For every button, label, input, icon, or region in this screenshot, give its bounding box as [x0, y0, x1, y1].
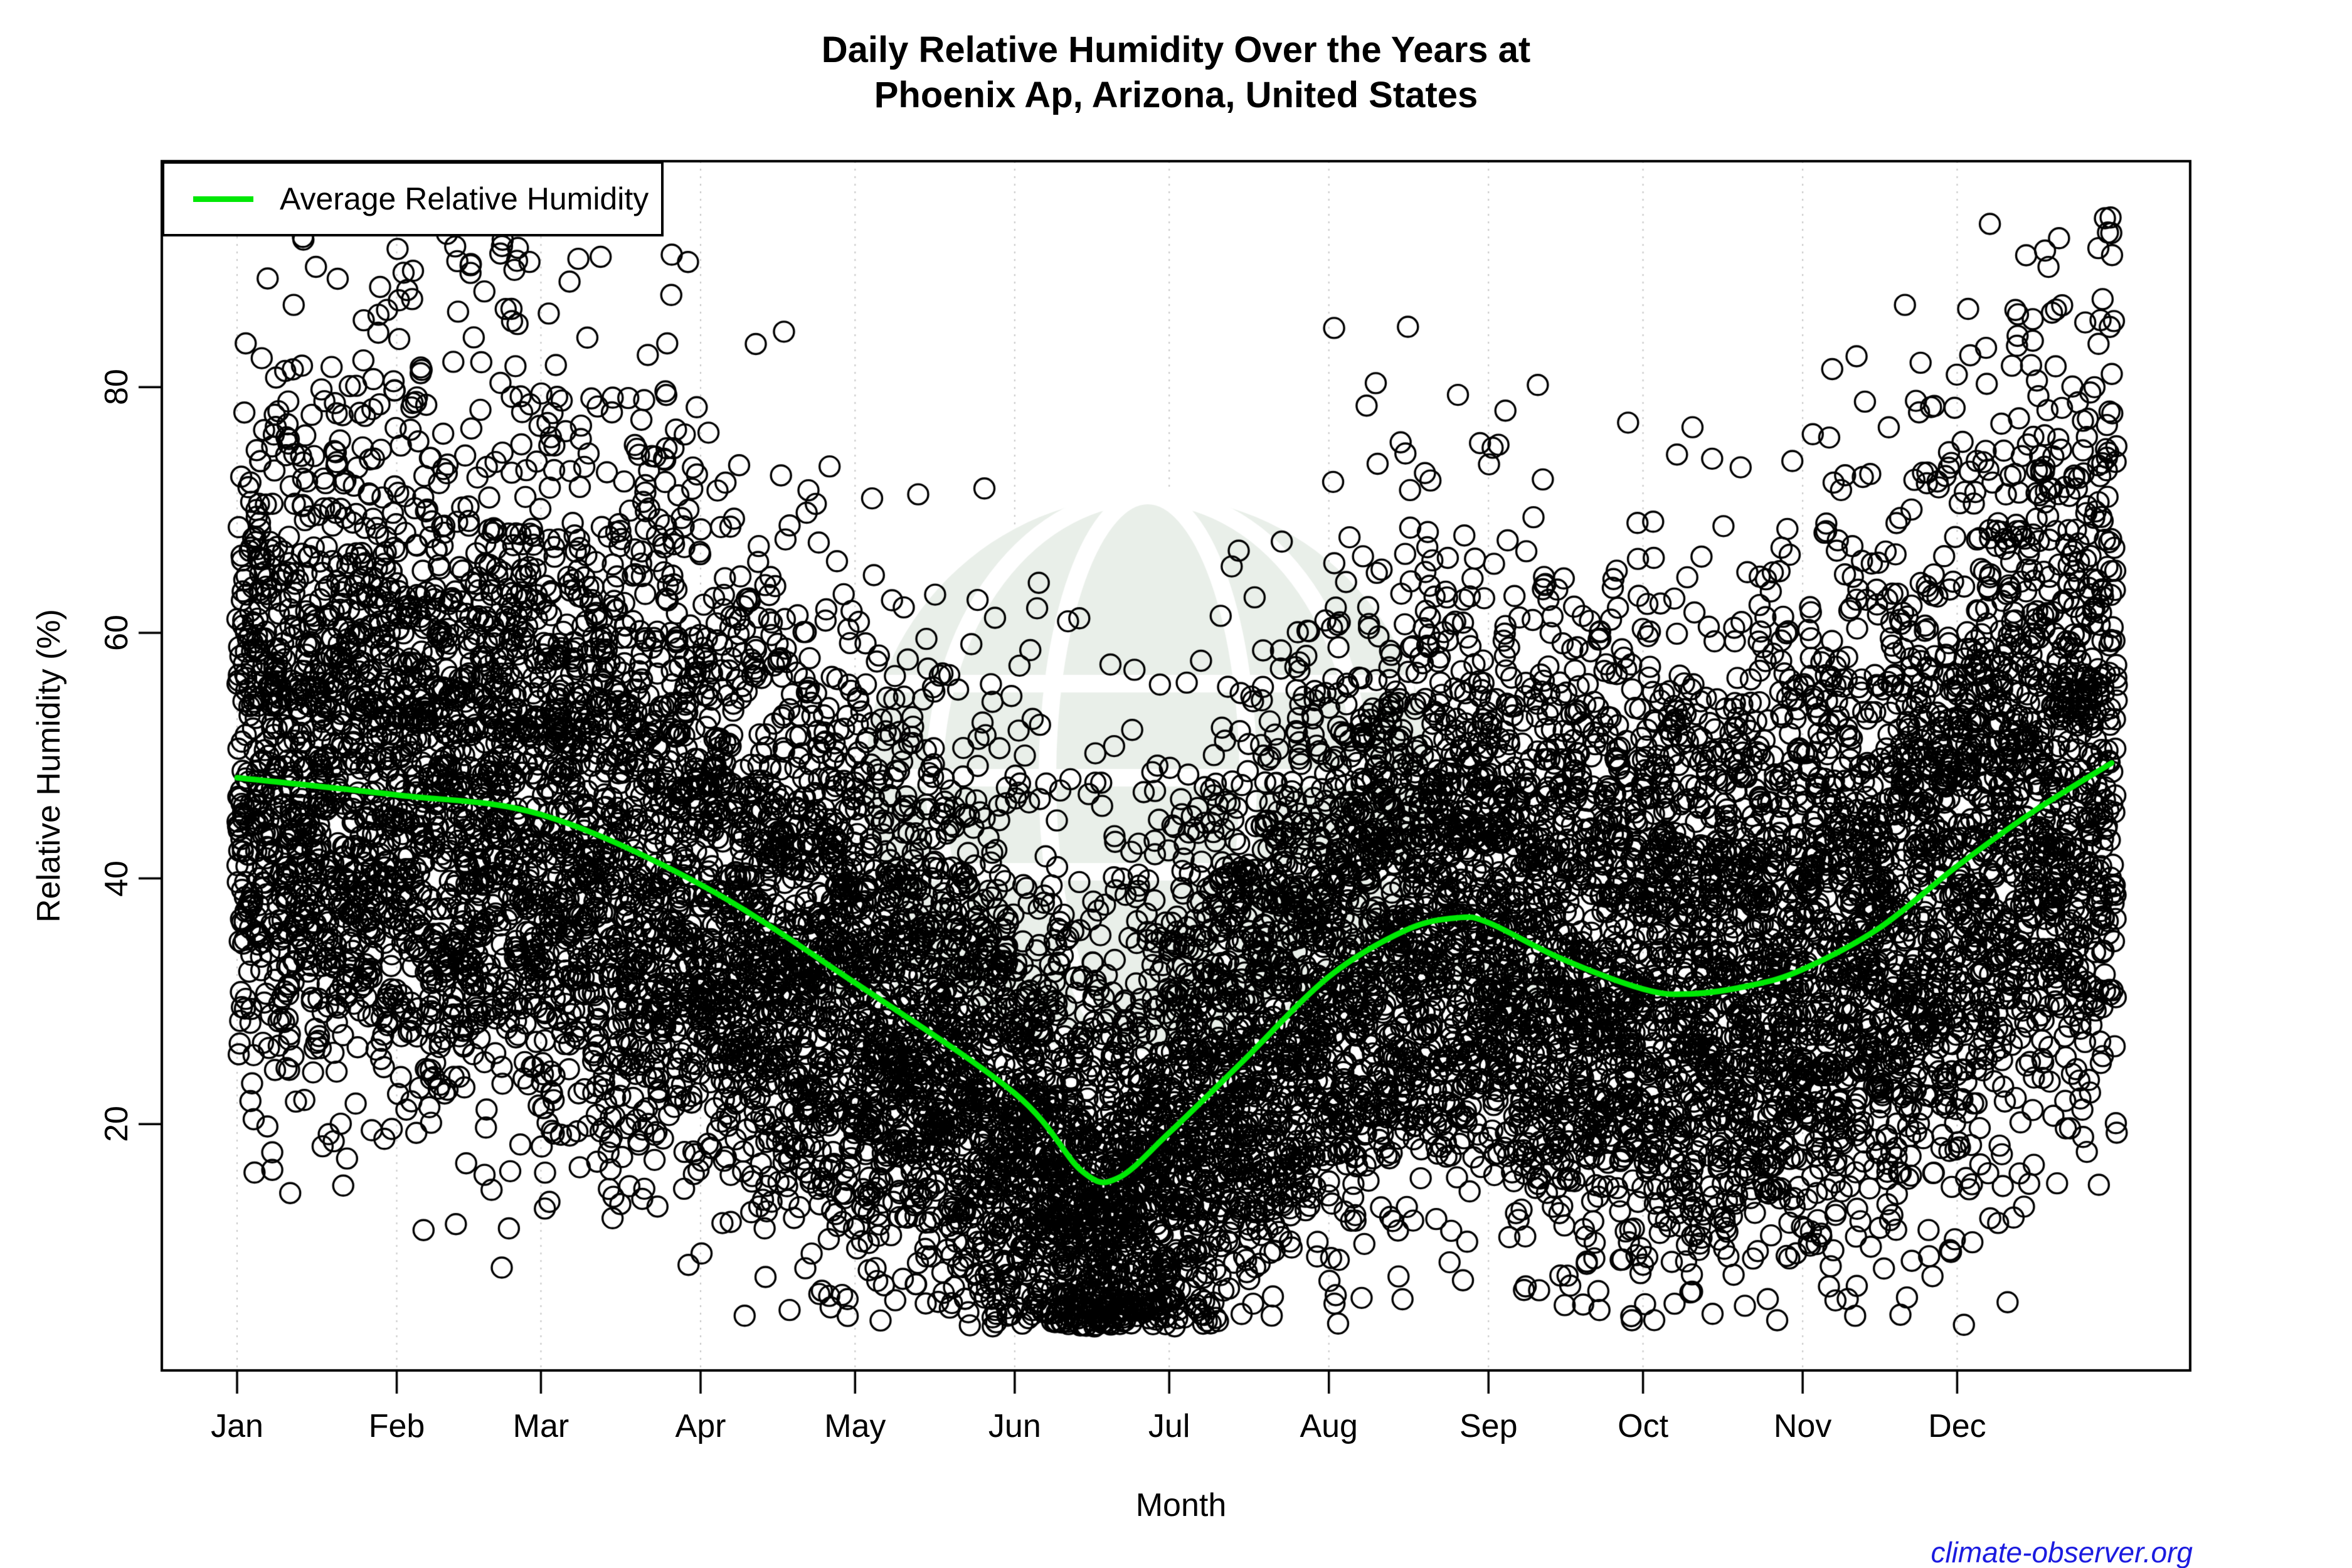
legend-box: Average Relative Humidity	[162, 161, 664, 236]
chart-title: Daily Relative Humidity Over the Years a…	[162, 28, 2190, 118]
chart-title-line1: Daily Relative Humidity Over the Years a…	[821, 29, 1531, 70]
x-tick-label-dec: Dec	[1928, 1408, 1986, 1444]
y-tick-label-80: 80	[98, 369, 135, 406]
legend-label: Average Relative Humidity	[280, 181, 649, 216]
footer-site-link[interactable]: climate-observer.org	[1931, 1536, 2193, 1568]
legend-line-swatch	[193, 196, 253, 202]
x-tick-label-jun: Jun	[988, 1408, 1041, 1444]
x-tick-label-mar: Mar	[512, 1408, 569, 1444]
x-tick-label-oct: Oct	[1618, 1408, 1669, 1444]
chart-title-line2: Phoenix Ap, Arizona, United States	[874, 75, 1478, 115]
x-tick-label-jan: Jan	[211, 1408, 263, 1444]
y-tick-label-60: 60	[98, 614, 135, 651]
x-tick-label-sep: Sep	[1459, 1408, 1518, 1444]
x-axis-title: Month	[1135, 1487, 1227, 1523]
x-tick-label-jul: Jul	[1148, 1408, 1190, 1444]
y-axis-title: Relative Humidity (%)	[31, 609, 67, 923]
x-tick-label-apr: Apr	[675, 1408, 726, 1444]
y-tick-label-20: 20	[98, 1106, 135, 1143]
x-tick-label-may: May	[824, 1408, 886, 1444]
x-tick-label-feb: Feb	[368, 1408, 425, 1444]
y-tick-label-40: 40	[98, 860, 135, 897]
x-tick-label-nov: Nov	[1773, 1408, 1832, 1444]
x-tick-label-aug: Aug	[1300, 1408, 1358, 1444]
